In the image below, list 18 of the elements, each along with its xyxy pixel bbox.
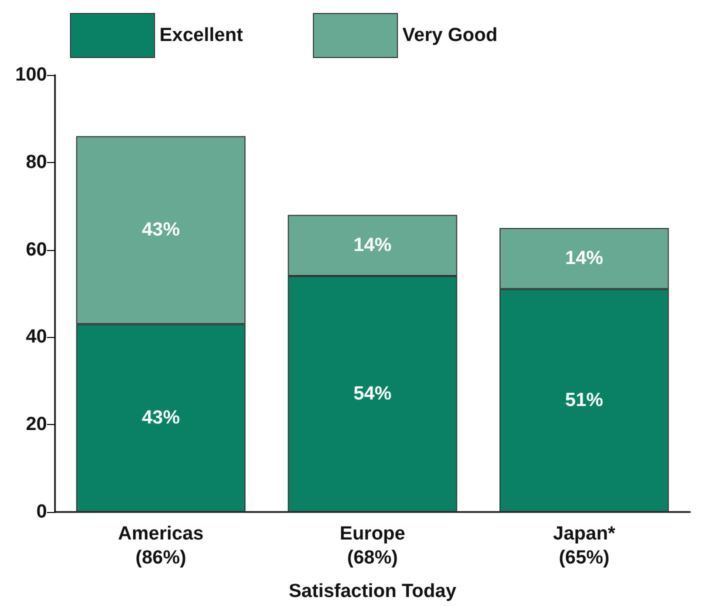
data-label: 43%: [142, 220, 180, 241]
x-axis-title: Satisfaction Today: [288, 581, 457, 602]
data-label: 51%: [565, 390, 604, 412]
y-tick-label: 100: [15, 64, 47, 86]
y-tick-label: 80: [26, 152, 47, 173]
y-tick-label: 0: [36, 502, 47, 522]
y-tick-label: 40: [26, 326, 47, 348]
legend-label: Excellent: [160, 25, 244, 46]
x-tick-label: Americas (86%): [118, 524, 204, 568]
data-label: 14%: [353, 234, 392, 256]
data-label: 43%: [142, 408, 180, 429]
y-tick-label: 60: [26, 239, 47, 260]
data-label: 54%: [353, 384, 392, 405]
x-tick-label: Japan* (65%): [553, 524, 616, 568]
data-label: 14%: [565, 248, 604, 270]
legend-label: Very Good: [402, 25, 498, 46]
y-tick-label: 20: [26, 414, 47, 436]
x-tick-label: Europe (68%): [340, 524, 406, 568]
